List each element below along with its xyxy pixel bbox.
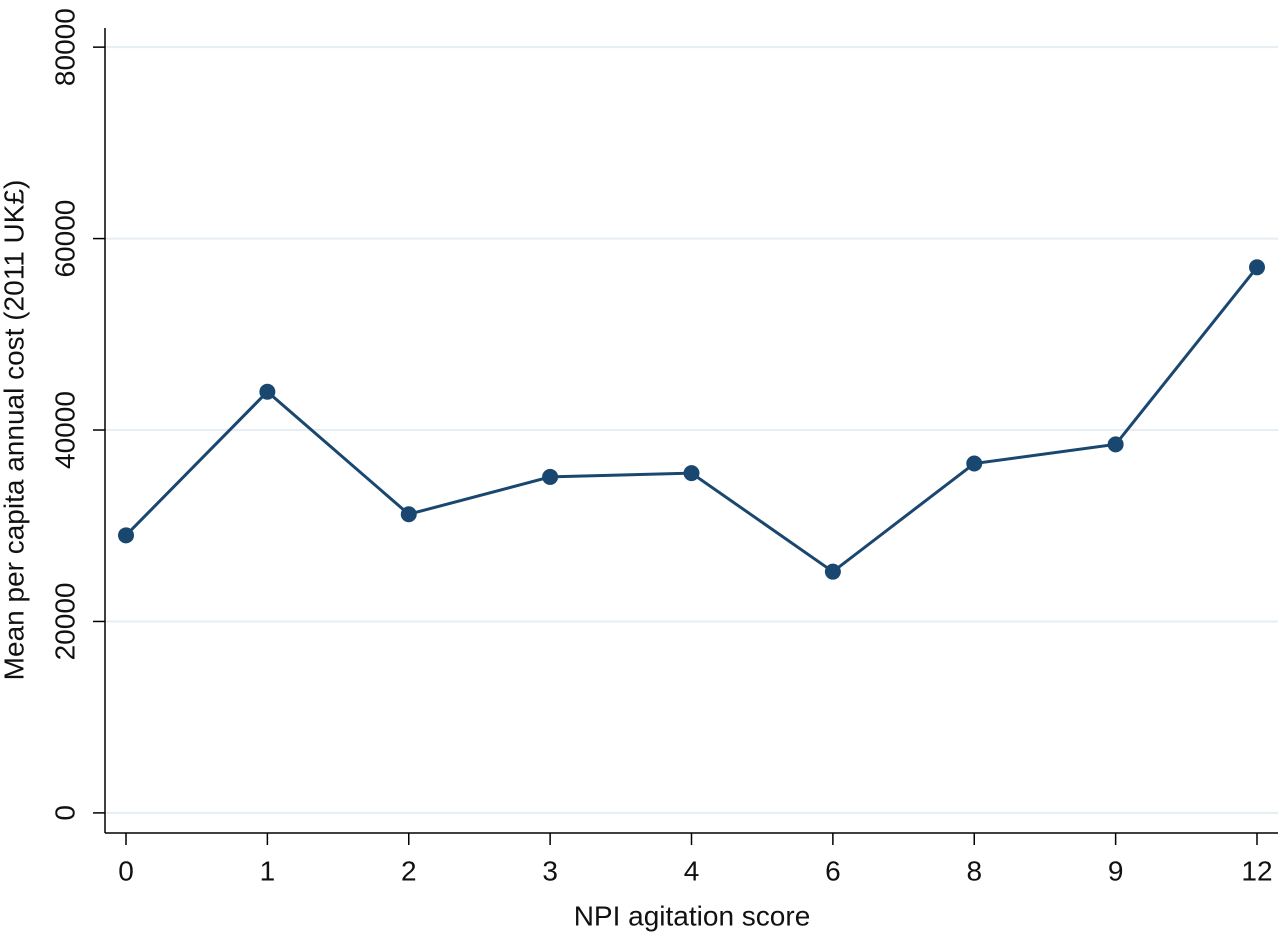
data-point xyxy=(542,468,559,485)
data-point xyxy=(259,383,276,400)
x-tick-label: 8 xyxy=(966,855,982,886)
x-tick-label: 9 xyxy=(1108,855,1124,886)
y-tick-label: 0 xyxy=(49,805,80,821)
y-tick-label: 60000 xyxy=(49,200,80,278)
x-tick-label: 12 xyxy=(1241,855,1272,886)
data-point xyxy=(118,527,134,544)
data-point xyxy=(1249,259,1265,276)
x-tick-label: 3 xyxy=(542,855,558,886)
y-axis-title: Mean per capita annual cost (2011 UK£) xyxy=(0,180,29,681)
y-tick-label: 40000 xyxy=(49,391,80,469)
y-tick-label: 20000 xyxy=(49,583,80,661)
x-tick-label: 1 xyxy=(260,855,276,886)
data-point xyxy=(824,563,841,580)
x-tick-label: 6 xyxy=(825,855,841,886)
x-axis-title: NPI agitation score xyxy=(574,900,811,931)
x-tick-label: 0 xyxy=(118,855,134,886)
y-tick-label: 80000 xyxy=(49,8,80,86)
data-point xyxy=(966,455,983,472)
data-point xyxy=(1107,436,1124,453)
data-point xyxy=(400,506,417,523)
x-tick-label: 4 xyxy=(684,855,700,886)
data-point xyxy=(683,465,700,482)
series-line xyxy=(124,266,1259,574)
x-tick-label: 2 xyxy=(401,855,417,886)
